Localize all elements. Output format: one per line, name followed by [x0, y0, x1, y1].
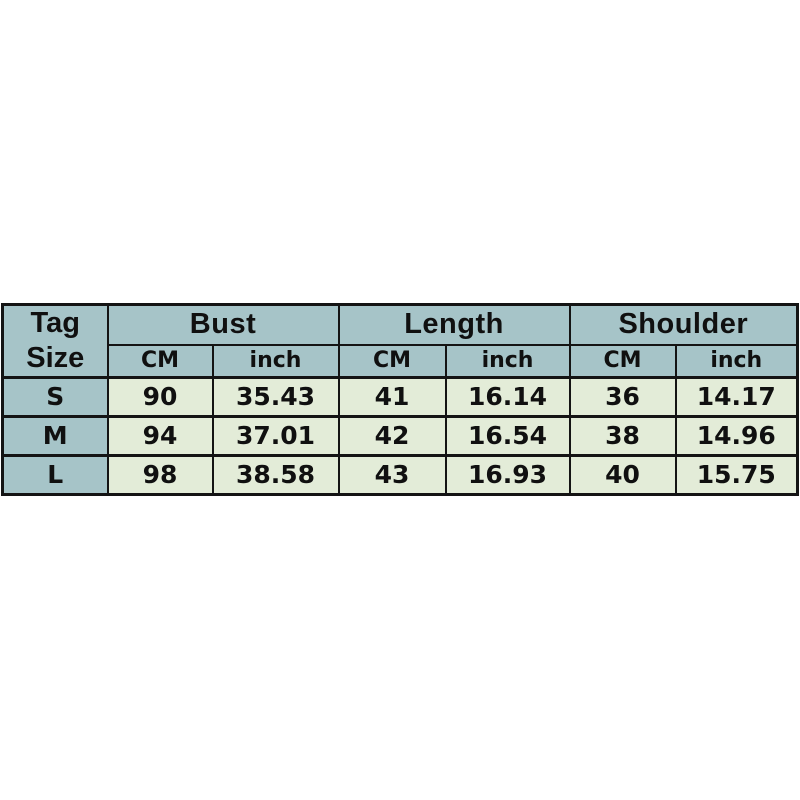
cell-s-bust-cm: 90: [106, 376, 214, 418]
cell-l-length-inch: 16.93: [444, 454, 571, 496]
cell-m-shoulder-inch: 14.96: [674, 415, 799, 457]
header-unit-row: CM inch CM inch CM inch: [3, 343, 799, 379]
unit-header-length-inch: inch: [444, 343, 571, 379]
unit-header-bust-cm: CM: [106, 343, 214, 379]
header-bust: Bust: [106, 303, 340, 346]
header-length: Length: [337, 303, 571, 346]
cell-l-shoulder-inch: 15.75: [674, 454, 799, 496]
cell-s-bust-inch: 35.43: [211, 376, 340, 418]
size-label-l: L: [1, 454, 109, 496]
cell-s-length-cm: 41: [337, 376, 447, 418]
cell-s-length-inch: 16.14: [444, 376, 571, 418]
table-row-size-s: S 90 35.43 41 16.14 36 14.17: [1, 376, 799, 418]
cell-m-bust-cm: 94: [106, 415, 214, 457]
size-label-s: S: [1, 376, 109, 418]
unit-header-shoulder-cm: CM: [568, 343, 677, 379]
cell-l-bust-inch: 38.58: [211, 454, 340, 496]
cell-l-length-cm: 43: [337, 454, 447, 496]
cell-s-shoulder-cm: 36: [568, 376, 677, 418]
unit-header-length-cm: CM: [337, 343, 447, 379]
header-group-row: Tag Size Bust Length Shoulder: [1, 303, 799, 379]
size-chart-container: Tag Size Bust Length Shoulder CM inch CM…: [1, 303, 800, 496]
cell-s-shoulder-inch: 14.17: [674, 376, 799, 418]
cell-l-shoulder-cm: 40: [568, 454, 677, 496]
size-label-m: M: [1, 415, 109, 457]
cell-l-bust-cm: 98: [106, 454, 214, 496]
table-row-size-l: L 98 38.58 43 16.93 40 15.75: [1, 454, 799, 496]
cell-m-shoulder-cm: 38: [568, 415, 677, 457]
header-tag-size: Tag Size: [1, 303, 109, 379]
header-tag-size-line1: Tag: [30, 307, 80, 339]
header-tag-size-line2: Size: [26, 341, 85, 374]
cell-m-bust-inch: 37.01: [211, 415, 340, 457]
cell-m-length-inch: 16.54: [444, 415, 571, 457]
cell-m-length-cm: 42: [337, 415, 447, 457]
size-chart-table: Tag Size Bust Length Shoulder CM inch CM…: [1, 303, 800, 496]
unit-header-shoulder-inch: inch: [674, 343, 799, 379]
table-row-size-m: M 94 37.01 42 16.54 38 14.96: [1, 415, 799, 457]
header-shoulder: Shoulder: [568, 303, 799, 346]
unit-header-bust-inch: inch: [211, 343, 340, 379]
